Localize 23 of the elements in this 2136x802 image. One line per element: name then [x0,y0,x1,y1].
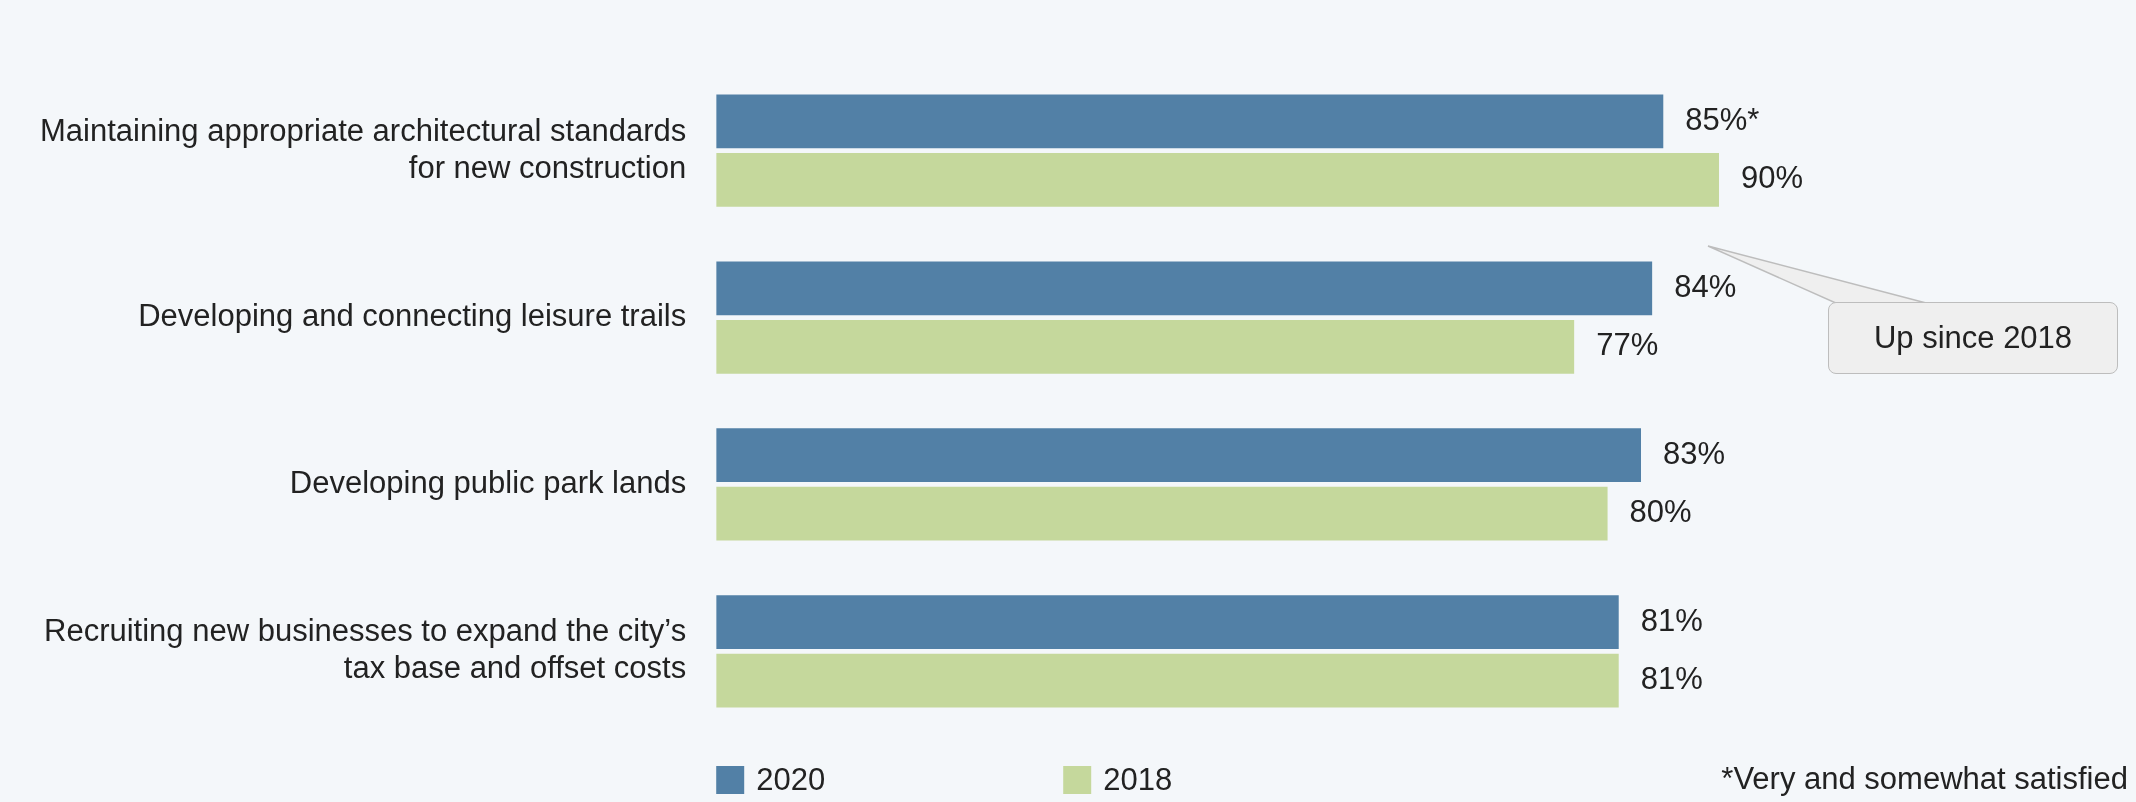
legend-label: 2020 [756,761,826,797]
y-tick-label: Developing and connecting leisure trails [138,298,687,334]
legend-label: 2018 [1103,761,1173,797]
data-label: 80% [1629,494,1692,530]
text: *Very and somewhat satisfied [1721,760,2128,796]
data-label: 83% [1663,435,1726,471]
data-label: 81% [1640,602,1703,638]
data-label: 85%* [1685,101,1760,137]
y-tick-label: Developing public park lands [289,465,687,500]
bar [716,486,1608,541]
bar [716,653,1619,708]
bar [716,94,1664,149]
bar [716,152,1719,207]
data-label: 90% [1741,160,1804,196]
bar [716,261,1653,316]
bar [716,319,1575,374]
bar [716,428,1642,483]
data-label: 84% [1674,268,1737,304]
data-label: 77% [1596,327,1659,363]
y-tick-label: Recruiting new businesses to expand the city’s tax base and offset costs [44,613,687,686]
y-tick-label: Maintaining appropriate architectural standards for new construction [40,112,687,185]
bar [716,595,1619,650]
data-label: 81% [1640,661,1703,697]
